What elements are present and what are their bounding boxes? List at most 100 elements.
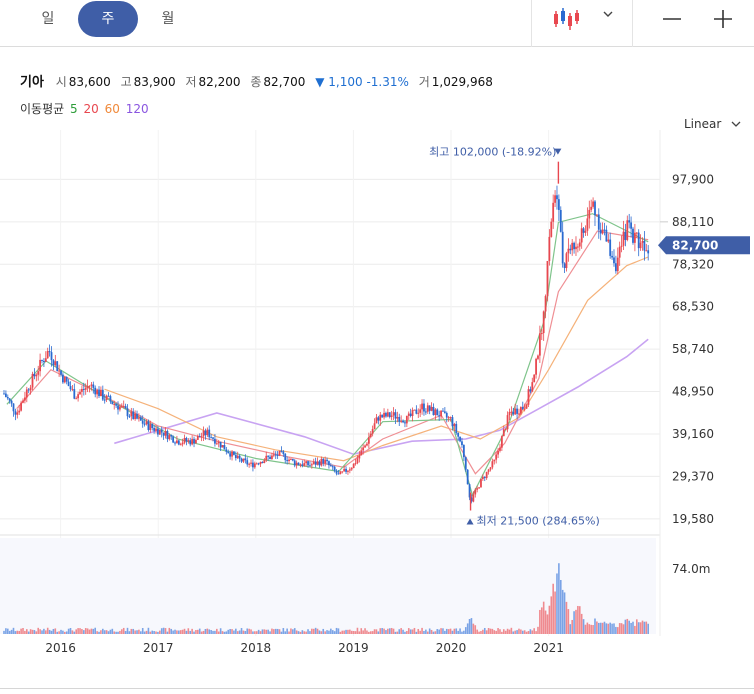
volume-bar — [48, 629, 51, 634]
candle-body — [440, 410, 442, 417]
candle-body — [242, 458, 245, 462]
candle-body — [404, 422, 406, 424]
candle-body — [343, 468, 346, 472]
volume-bar — [635, 619, 638, 634]
volume-bar — [221, 631, 224, 634]
candle-body — [293, 460, 296, 466]
volume-bar — [584, 624, 587, 634]
volume-bar — [387, 628, 389, 634]
volume-bar — [622, 624, 625, 634]
volume-bar — [179, 630, 182, 634]
moving-average-legend[interactable]: 이동평균 5 20 60 120 — [20, 100, 149, 117]
candle-body — [27, 389, 30, 391]
candle-body — [552, 202, 555, 222]
volume-bar — [35, 631, 38, 634]
volume-bar — [639, 622, 642, 634]
candle-body — [354, 463, 357, 465]
candle-body — [267, 455, 270, 457]
candle-body — [101, 389, 104, 400]
candle-body — [312, 461, 315, 465]
tab-monthly[interactable]: 월 — [161, 11, 175, 27]
candle-body — [386, 412, 389, 417]
candle-body — [276, 454, 279, 456]
candle-body — [324, 459, 327, 464]
volume-bar — [601, 622, 604, 634]
candle-body — [542, 311, 545, 334]
volume-bar — [274, 628, 277, 634]
volume-bar — [388, 628, 391, 634]
candle-body — [643, 240, 646, 251]
candle-body — [310, 464, 313, 466]
volume-bar — [322, 628, 325, 634]
candle-body — [578, 242, 581, 247]
candle-body — [383, 412, 385, 418]
volume-bar — [618, 623, 621, 634]
last-price-tag — [658, 236, 750, 255]
candle-body — [411, 410, 414, 417]
volume-bar — [162, 627, 165, 634]
volume-bar — [647, 623, 649, 634]
candle-body — [162, 432, 165, 436]
volume-bar — [143, 631, 146, 634]
candle-body — [65, 376, 68, 382]
candle-body — [470, 497, 473, 502]
zoom-in-button[interactable] — [703, 2, 743, 38]
candle-body — [265, 455, 268, 461]
candle-body — [206, 429, 209, 436]
plus-icon — [714, 10, 732, 28]
candlestick-icon[interactable] — [552, 8, 582, 30]
candle-body — [461, 441, 463, 446]
volume-bar — [582, 619, 585, 634]
candle-body — [491, 461, 494, 468]
volume-bar — [111, 628, 114, 634]
candle-body — [432, 406, 435, 416]
candle-body — [367, 437, 370, 444]
volume-bar — [499, 629, 501, 634]
volume-bar — [130, 628, 133, 634]
volume-bar — [339, 631, 342, 634]
volume-bar — [613, 623, 615, 634]
zoom-out-button[interactable] — [652, 2, 692, 38]
candle-body — [499, 447, 501, 451]
candle-body — [138, 417, 140, 419]
toolbar-divider — [531, 0, 532, 47]
candle-body — [478, 487, 480, 489]
volume-bar — [470, 618, 473, 634]
volume-bar — [525, 631, 528, 634]
volume-bar — [352, 631, 355, 634]
candle-body — [18, 410, 21, 413]
volume-bar — [50, 630, 53, 634]
candle-body — [415, 409, 418, 414]
chevron-down-icon[interactable] — [602, 10, 614, 18]
candle-body — [22, 400, 24, 403]
candle-body — [214, 438, 216, 444]
volume-bar — [615, 626, 617, 634]
tab-weekly[interactable]: 주 — [78, 1, 138, 37]
volume-bar — [573, 611, 575, 634]
candle-body — [105, 395, 108, 400]
candle-body — [548, 236, 551, 261]
volume-bar — [356, 627, 359, 634]
candle-body — [141, 420, 144, 424]
volume-bar — [428, 628, 431, 634]
volume-bar — [485, 630, 488, 634]
y-tick-label: 78,320 — [672, 257, 714, 271]
candle-body — [582, 228, 585, 233]
volume-bar — [159, 630, 161, 634]
candle-body — [609, 239, 612, 256]
candle-body — [31, 373, 34, 388]
candle-body — [599, 229, 602, 234]
candle-body — [79, 391, 81, 395]
volume-bar — [575, 609, 577, 634]
scale-selector[interactable]: Linear — [684, 117, 741, 131]
volume-bar — [261, 629, 264, 634]
candle-body — [462, 445, 465, 458]
volume-bar — [552, 583, 554, 634]
volume-bar — [33, 630, 36, 634]
toolbar-divider — [632, 0, 633, 47]
volume-bar — [309, 631, 311, 634]
volume-bar — [563, 592, 566, 634]
tab-daily[interactable]: 일 — [41, 11, 55, 27]
candle-body — [618, 246, 621, 258]
candle-body — [215, 443, 218, 445]
